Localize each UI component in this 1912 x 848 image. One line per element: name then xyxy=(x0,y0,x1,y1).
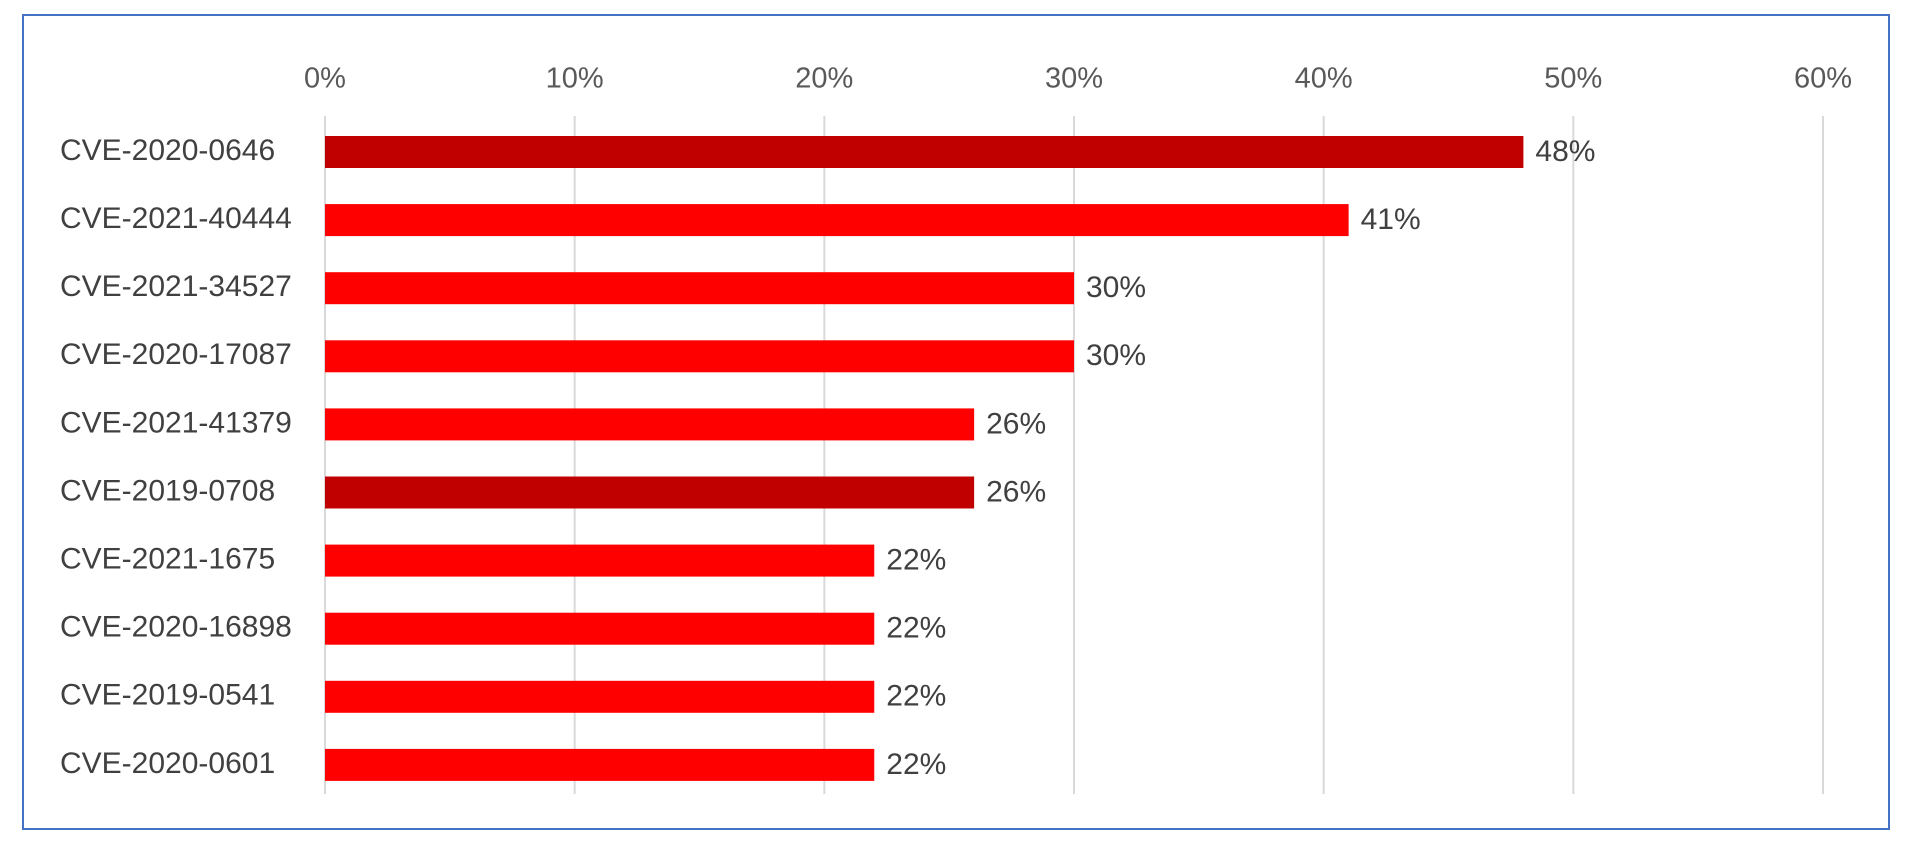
category-label: CVE-2019-0541 xyxy=(60,679,275,712)
category-label: CVE-2020-0601 xyxy=(60,747,275,780)
bar-cve-2021-40444 xyxy=(325,204,1349,237)
category-label: CVE-2019-0708 xyxy=(60,474,275,507)
data-label: 22% xyxy=(886,544,946,577)
data-label: 30% xyxy=(1086,339,1146,372)
chart-frame: 0% 10% 20% 30% 40% 50% 60% CVE-2020-0646 CVE-20… xyxy=(22,14,1890,830)
bars xyxy=(325,136,1524,781)
x-tick-label: 40% xyxy=(1295,63,1353,95)
data-labels: 48% 41% 30% 30% 26% 26% 22% 22% 22% 22% xyxy=(886,135,1595,781)
bar-cve-2021-34527 xyxy=(325,272,1074,305)
x-tick-label: 60% xyxy=(1794,63,1852,95)
data-label: 41% xyxy=(1361,203,1421,236)
data-label: 26% xyxy=(986,475,1046,508)
bar-cve-2020-16898 xyxy=(325,612,875,645)
x-tick-label: 20% xyxy=(795,63,853,95)
x-tick-label: 0% xyxy=(304,63,346,95)
category-label: CVE-2021-34527 xyxy=(60,270,292,303)
category-label: CVE-2021-41379 xyxy=(60,406,292,439)
data-label: 22% xyxy=(886,680,946,713)
bar-cve-2020-0646 xyxy=(325,136,1524,168)
bar-chart: 0% 10% 20% 30% 40% 50% 60% CVE-2020-0646CVE-20… xyxy=(60,63,1852,794)
data-label: 48% xyxy=(1535,135,1595,168)
data-label: 22% xyxy=(886,612,946,645)
category-label: CVE-2020-17087 xyxy=(60,338,292,371)
category-label: CVE-2020-0646 xyxy=(60,134,275,167)
data-label: 22% xyxy=(886,748,946,781)
bar-cve-2021-1675 xyxy=(325,544,875,577)
bar-cve-2020-17087 xyxy=(325,340,1074,373)
bar-cve-2019-0708 xyxy=(325,476,975,509)
category-label: CVE-2021-1675 xyxy=(60,543,275,576)
data-label: 26% xyxy=(986,407,1046,440)
category-label: CVE-2021-40444 xyxy=(60,202,292,235)
category-labels: CVE-2020-0646 CVE-2021-40444 CVE-2021-3452… xyxy=(60,134,292,780)
bar-cve-2019-0541 xyxy=(325,680,875,713)
x-tick-label: 50% xyxy=(1544,63,1602,95)
bar-cve-2021-41379 xyxy=(325,408,975,441)
bar-cve-2020-0601 xyxy=(325,748,875,781)
x-axis-ticks: 0% 10% 20% 30% 40% 50% 60% xyxy=(304,63,1852,95)
x-tick-label: 30% xyxy=(1045,63,1103,95)
category-label: CVE-2020-16898 xyxy=(60,611,292,644)
x-tick-label: 10% xyxy=(546,63,604,95)
data-label: 30% xyxy=(1086,271,1146,304)
